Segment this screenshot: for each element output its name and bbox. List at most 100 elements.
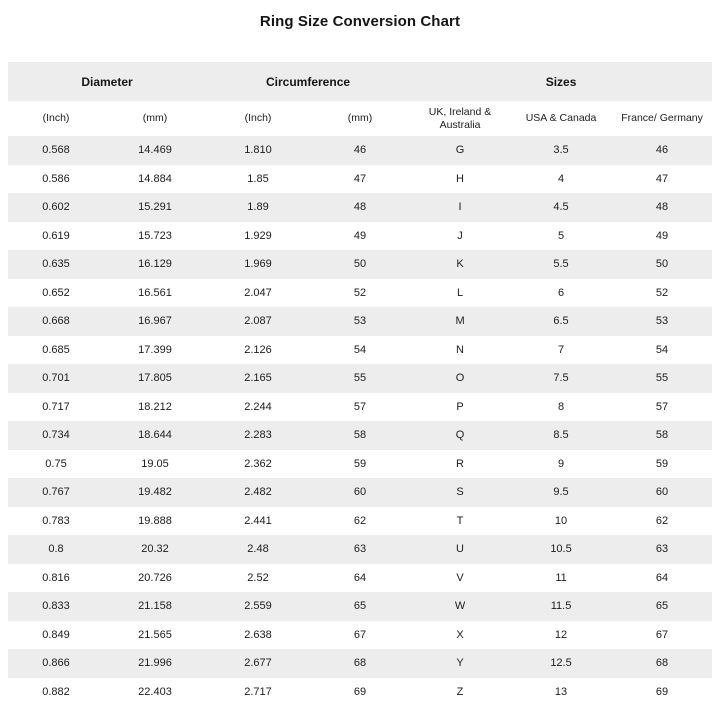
table-cell: 47 <box>655 172 669 185</box>
table-cell: 0.734 <box>42 429 70 441</box>
table-cell: 9.5 <box>553 486 569 498</box>
column-header-5: UK, Ireland & Australia <box>410 101 511 136</box>
table-cell: 10 <box>554 514 568 527</box>
table-cell: 18.212 <box>138 400 172 413</box>
table-cell: 0.75 <box>45 457 67 470</box>
table-cell: 0.767 <box>42 486 70 498</box>
column-header-1: (Inch) <box>8 101 104 136</box>
table-cell: L <box>456 286 464 299</box>
table-cell: 11.5 <box>550 600 572 612</box>
table-row: 0.8 20.32 2.48 63 U 10.5 63 <box>8 535 713 564</box>
column-header-2: (mm) <box>104 101 207 136</box>
table-cell: 2.362 <box>244 457 272 470</box>
table-cell: 22.403 <box>138 685 172 698</box>
table-cell: 0.816 <box>42 571 70 584</box>
table-cell: 14.469 <box>138 144 172 156</box>
table-cell: 63 <box>655 543 669 555</box>
table-cell: 1.85 <box>247 172 269 185</box>
table-cell: 13 <box>554 685 568 698</box>
table-cell: 17.399 <box>138 343 172 356</box>
table-cell: P <box>456 400 464 413</box>
table-cell: 2.283 <box>244 429 272 441</box>
table-cell: 6 <box>557 286 565 299</box>
column-header-4: (mm) <box>310 101 411 136</box>
table-cell: 21.158 <box>138 600 172 612</box>
table-row: 0.866 21.996 2.677 68 Y 12.5 68 <box>8 649 713 678</box>
table-cell: G <box>455 144 465 156</box>
table-cell: 50 <box>655 258 669 270</box>
table-cell: 19.05 <box>141 457 169 470</box>
table-cell: R <box>456 457 464 470</box>
table-cell: Q <box>455 429 465 441</box>
table-cell: S <box>456 486 464 498</box>
table-cell: 10.5 <box>550 543 572 555</box>
table-cell: 2.244 <box>244 400 272 413</box>
table-cell: M <box>455 315 465 327</box>
table-cell: 46 <box>655 144 669 156</box>
table-row: 0.75 19.05 2.362 59 R 9 59 <box>8 449 713 478</box>
table-cell: 2.638 <box>244 628 272 641</box>
table-cell: 62 <box>353 514 367 527</box>
table-cell: 2.717 <box>244 685 272 698</box>
table-cell: T <box>456 514 464 527</box>
table-cell: Z <box>456 685 464 698</box>
table-body: 0.568 14.469 1.810 46 G 3.5 46 0.586 14.884 1.85 4… <box>8 136 713 706</box>
table-row: 0.619 15.723 1.929 49 J 5 49 <box>8 221 713 250</box>
table-cell: 14.884 <box>138 172 172 185</box>
table-cell: 50 <box>353 258 367 270</box>
table-cell: 17.805 <box>138 372 172 384</box>
table-row: 0.586 14.884 1.85 47 H 4 47 <box>8 164 713 193</box>
table-cell: 0.882 <box>42 685 70 698</box>
table-cell: 58 <box>353 429 367 441</box>
table-cell: 0.717 <box>42 400 70 413</box>
table-cell: H <box>456 172 464 185</box>
table-cell: W <box>454 600 466 612</box>
table-cell: 69 <box>655 685 669 698</box>
table-cell: 62 <box>655 514 669 527</box>
table-cell: 9 <box>557 457 565 470</box>
page-title: Ring Size Conversion Chart <box>259 13 461 30</box>
table-cell: 0.783 <box>42 514 70 527</box>
table-cell: 60 <box>655 486 669 498</box>
table-cell: 4 <box>557 172 565 185</box>
table-cell: 0.685 <box>42 343 70 356</box>
table-cell: 15.723 <box>138 229 172 242</box>
table-cell: 2.52 <box>247 571 269 584</box>
table-cell: 68 <box>353 657 367 669</box>
table-row: 0.685 17.399 2.126 54 N 7 54 <box>8 335 713 364</box>
table-cell: I <box>458 201 462 213</box>
group-header-diameter: Diameter <box>8 62 207 101</box>
table-row: 0.602 15.291 1.89 48 I 4.5 48 <box>8 193 713 222</box>
table-cell: 69 <box>353 685 367 698</box>
table-cell: 19.888 <box>138 514 172 527</box>
table-cell: 1.89 <box>247 201 269 213</box>
table-cell: 7.5 <box>553 372 569 384</box>
group-header-sizes: Sizes <box>410 62 713 101</box>
table-cell: 21.565 <box>138 628 172 641</box>
table-cell: 59 <box>353 457 367 470</box>
table-row: 0.568 14.469 1.810 46 G 3.5 46 <box>8 136 713 165</box>
table-row: 0.635 16.129 1.969 50 K 5.5 50 <box>8 250 713 279</box>
table-cell: 57 <box>353 400 367 413</box>
table-cell: 58 <box>655 429 669 441</box>
table-cell: 52 <box>353 286 367 299</box>
conversion-table-container: Diameter Circumference Sizes (Inch) (mm) (In… <box>8 32 713 706</box>
table-cell: X <box>456 628 464 641</box>
table-cell: 20.726 <box>138 571 172 584</box>
table-cell: 11 <box>555 571 567 584</box>
table-cell: 0.668 <box>42 315 70 327</box>
table-cell: 2.126 <box>244 343 272 356</box>
table-cell: 7 <box>557 343 565 356</box>
table-cell: U <box>456 543 464 555</box>
table-cell: 1.929 <box>244 229 272 242</box>
table-cell: 8.5 <box>553 429 569 441</box>
table-cell: 2.48 <box>247 543 269 555</box>
table-cell: 0.635 <box>42 258 70 270</box>
table-cell: 46 <box>353 144 367 156</box>
table-cell: 0.866 <box>42 657 70 669</box>
table-cell: N <box>456 343 464 356</box>
table-head: Diameter Circumference Sizes (Inch) (mm) (In… <box>8 62 713 136</box>
table-cell: 5 <box>557 229 565 242</box>
table-cell: O <box>455 372 465 384</box>
table-cell: 18.644 <box>138 429 172 441</box>
